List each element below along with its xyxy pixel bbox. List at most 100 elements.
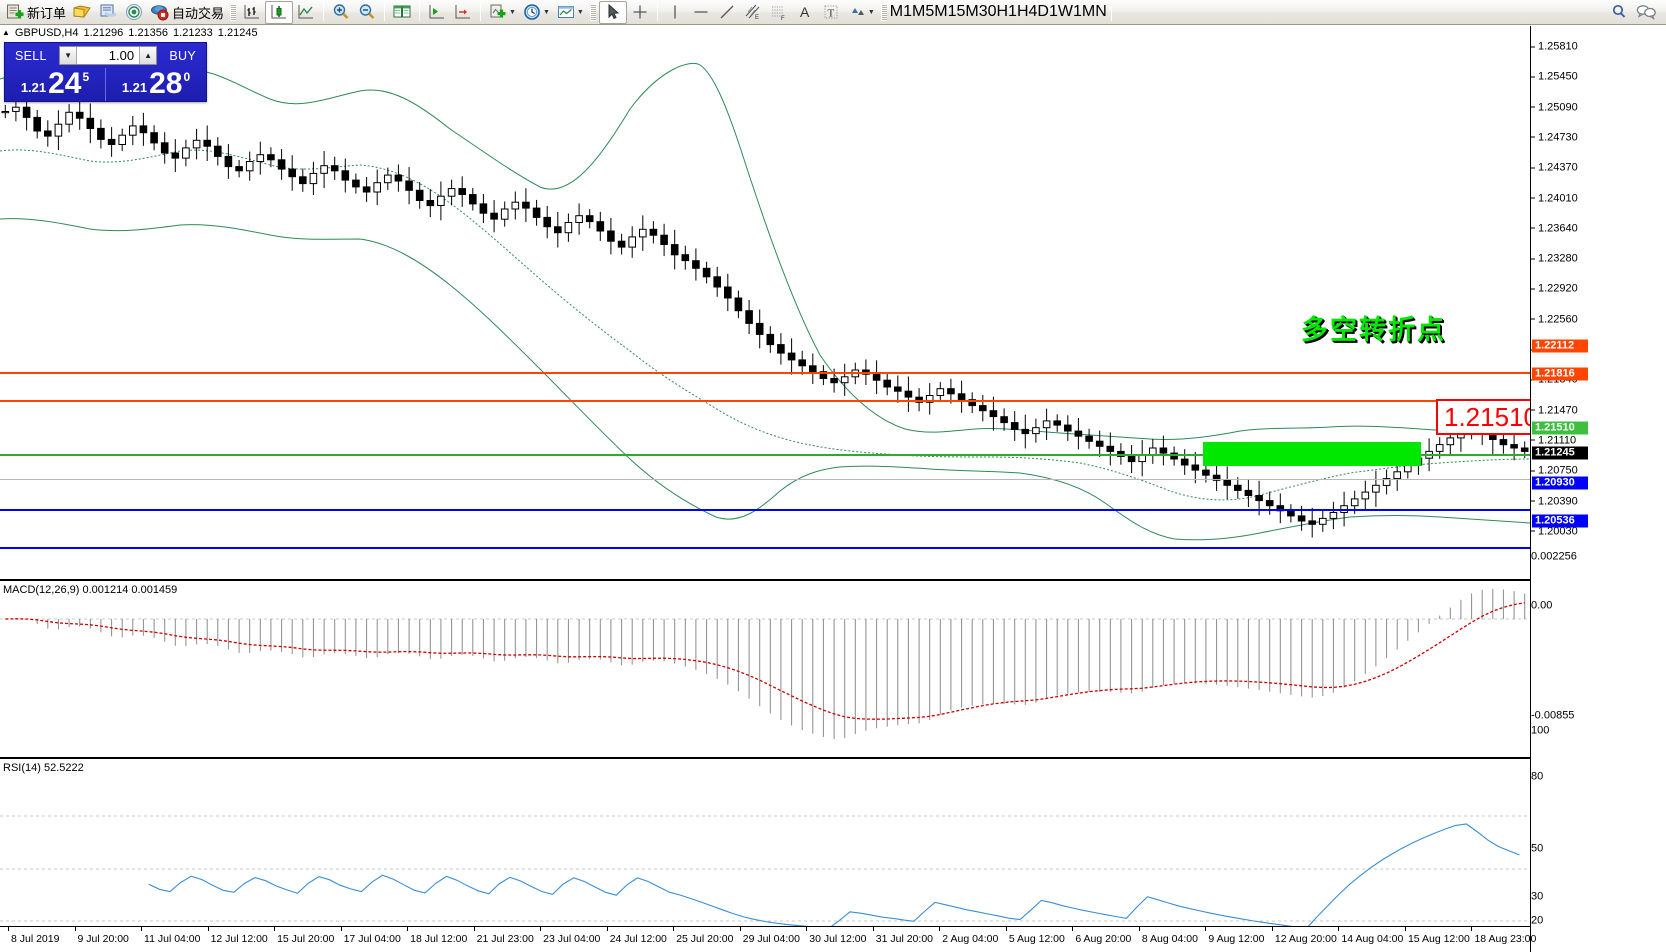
- tile-windows-button[interactable]: [389, 1, 415, 24]
- shapes-dropdown-arrow[interactable]: ▼: [867, 8, 875, 16]
- rsi-scale-50: 50: [1531, 842, 1544, 855]
- line-chart-icon: [296, 2, 316, 22]
- zoom-out-button[interactable]: [354, 1, 380, 24]
- chat-button[interactable]: [1632, 1, 1658, 24]
- timeframe-m30[interactable]: M30: [965, 3, 997, 20]
- trendline-button[interactable]: [714, 1, 740, 24]
- equidistant-channel-button[interactable]: E: [740, 1, 766, 24]
- timeframe-m15[interactable]: M15: [934, 3, 966, 20]
- resistance-line-1[interactable]: [0, 372, 1530, 374]
- symbol-info-bar: ▲ GBPUSD,H4 1.21296 1.21356 1.21233 1.21…: [0, 26, 1530, 39]
- text-button[interactable]: T: [818, 1, 844, 24]
- one-click-trading-panel[interactable]: SELL ▼ 1.00 ▲ BUY 1.21 24 5 1.21 28 0: [4, 42, 207, 102]
- pivot-line[interactable]: [0, 454, 1530, 456]
- macd-scale-zero: 0.00: [1531, 599, 1553, 612]
- time-axis-label: 24 Jul 12:00: [609, 933, 667, 945]
- cursor-button[interactable]: [598, 0, 627, 24]
- price-tick: 1.22560: [1531, 314, 1578, 325]
- resistance-line-2[interactable]: [0, 400, 1530, 402]
- macd-pane[interactable]: [0, 582, 1530, 757]
- price-tick: 1.21470: [1531, 405, 1578, 416]
- support-line-1[interactable]: [0, 509, 1530, 511]
- period-dropdown-arrow[interactable]: ▼: [542, 8, 550, 16]
- price-badge-support-1[interactable]: 1.20930: [1532, 476, 1588, 490]
- hline-button[interactable]: [688, 1, 714, 24]
- price-tick: 1.24370: [1531, 162, 1578, 174]
- shapes-button[interactable]: ▼: [844, 1, 878, 24]
- timeframe-mn[interactable]: MN: [1081, 3, 1107, 20]
- price-badge-resistance-1[interactable]: 1.22112: [1532, 339, 1588, 353]
- templates-dropdown-arrow[interactable]: ▼: [576, 8, 584, 16]
- autoscroll-button[interactable]: [450, 1, 476, 24]
- period-icon: [522, 2, 542, 22]
- turning-point-highlight[interactable]: [1203, 442, 1421, 466]
- price-badge-support-2[interactable]: 1.20536: [1532, 514, 1588, 528]
- toolbar-grip-timeframes[interactable]: [880, 3, 887, 21]
- support-line-2[interactable]: [0, 547, 1530, 549]
- volume-increase-button[interactable]: ▲: [139, 47, 157, 64]
- price-tick: 1.25450: [1531, 71, 1578, 83]
- timeframe-h1[interactable]: H1: [996, 3, 1017, 20]
- volume-decrease-button[interactable]: ▼: [60, 47, 78, 64]
- folder-button[interactable]: [69, 1, 95, 24]
- timeframe-d1[interactable]: D1: [1037, 3, 1058, 20]
- vline-button[interactable]: [662, 1, 688, 24]
- crosshair-button[interactable]: [627, 1, 653, 24]
- bar-chart-button[interactable]: [239, 1, 265, 24]
- price-badge-last[interactable]: 1.21245: [1532, 446, 1588, 460]
- profile-icon: [98, 2, 118, 22]
- buy-button[interactable]: 1.21 28 0: [106, 68, 206, 101]
- price-tick: 1.20030: [1531, 526, 1578, 537]
- collapse-icon[interactable]: ▲: [2, 28, 10, 37]
- time-axis-label: 6 Aug 20:00: [1075, 933, 1132, 945]
- candle-chart-button[interactable]: [265, 0, 294, 24]
- autotrade-button[interactable]: 自动交易: [147, 1, 227, 24]
- toolbar-grip-chart-types[interactable]: [230, 3, 237, 21]
- toolbar-separator-1: [323, 3, 325, 21]
- price-scale[interactable]: 1.25810 1.25450 1.25090 1.24730 1.24370 1.240…: [1530, 26, 1666, 952]
- price-pane[interactable]: 多空转折点: [0, 39, 1530, 579]
- time-axis-label: 30 Jul 12:00: [809, 933, 867, 945]
- symbol-name: GBPUSD,H4: [14, 26, 79, 39]
- new-order-button[interactable]: 新订单: [2, 1, 69, 24]
- pane-separator-rsi[interactable]: [0, 757, 1530, 759]
- autotrade-label: 自动交易: [172, 5, 225, 21]
- templates-button[interactable]: ▼: [553, 1, 587, 24]
- search-button[interactable]: [1606, 1, 1632, 24]
- rsi-pane[interactable]: [0, 761, 1530, 952]
- period-button[interactable]: ▼: [519, 1, 553, 24]
- volume-input[interactable]: 1.00: [108, 48, 135, 63]
- line-chart-button[interactable]: [293, 1, 319, 24]
- timeframe-m5[interactable]: M5: [912, 3, 935, 20]
- rsi-drawing: [0, 815, 1530, 929]
- timeframe-w1[interactable]: W1: [1057, 3, 1082, 20]
- text-label-button[interactable]: A: [792, 1, 818, 24]
- svg-text:E: E: [755, 15, 759, 21]
- zoom-in-button[interactable]: [328, 1, 354, 24]
- macd-signal-line: [5, 602, 1525, 720]
- profile-button[interactable]: [95, 1, 121, 24]
- shapes-icon: [847, 2, 867, 22]
- autoscroll-icon: [453, 2, 473, 22]
- fibonacci-button[interactable]: F: [766, 1, 792, 24]
- time-axis-label: 12 Jul 12:00: [210, 933, 268, 945]
- time-axis[interactable]: 8 Jul 2019 9 Jul 20:00 11 Jul 04:00 12 Jul …: [0, 926, 1536, 952]
- sell-price-fraction: 5: [82, 70, 90, 84]
- pane-separator-macd[interactable]: [0, 579, 1530, 581]
- price-badge-pivot[interactable]: 1.21510: [1532, 421, 1588, 435]
- shift-end-button[interactable]: [424, 1, 450, 24]
- time-axis-label: 8 Jul 2019: [11, 933, 60, 945]
- timeframe-h4[interactable]: H4: [1016, 3, 1038, 20]
- volume-stepper[interactable]: ▼ 1.00 ▲: [59, 46, 158, 65]
- sell-button[interactable]: 1.21 24 5: [5, 68, 106, 101]
- chart-canvas[interactable]: 多空转折点 MACD(12,26,9) 0.001214 0.001459 RS…: [0, 39, 1530, 952]
- timeframe-m1[interactable]: M1: [889, 3, 913, 20]
- price-badge-resistance-2[interactable]: 1.21816: [1532, 367, 1588, 381]
- indicators-dropdown-arrow[interactable]: ▼: [509, 8, 516, 16]
- macd-drawing: [0, 588, 1530, 739]
- turning-point-annotation[interactable]: 多空转折点: [1301, 315, 1446, 345]
- indicators-button[interactable]: ▼: [485, 1, 519, 24]
- toolbar-grip-drawing[interactable]: [589, 3, 596, 21]
- signal-button[interactable]: [121, 1, 147, 24]
- fibonacci-icon: F: [769, 2, 789, 22]
